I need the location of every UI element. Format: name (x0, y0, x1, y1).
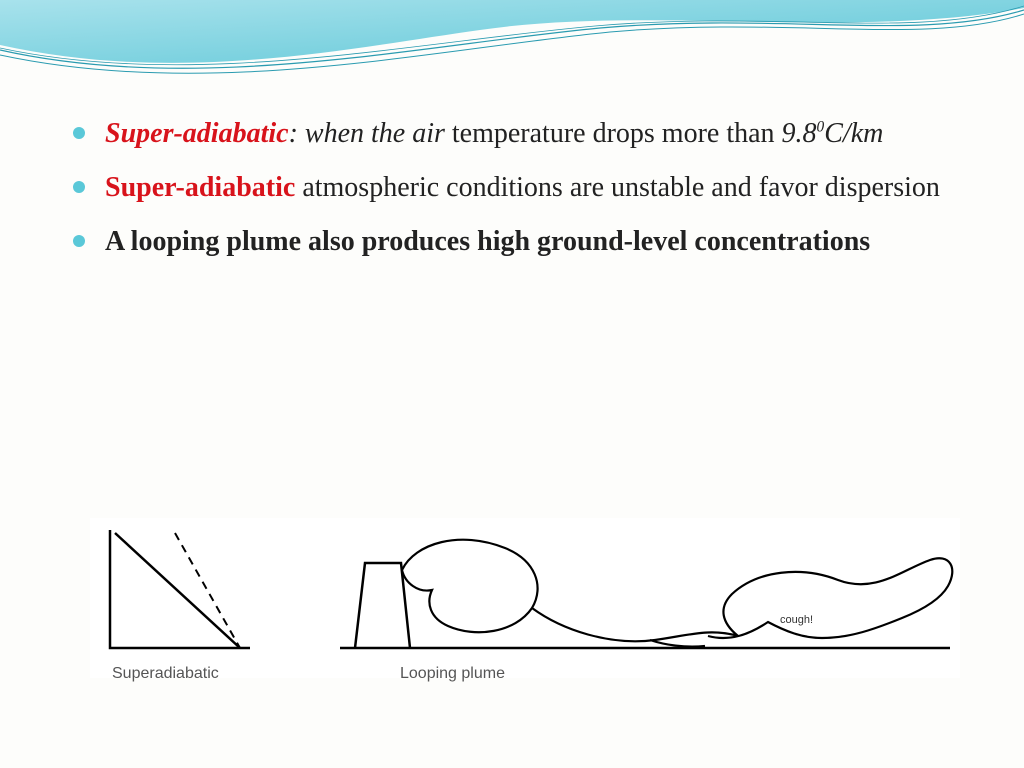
bullet-item-1: Super-adiabatic atmospheric conditions a… (65, 169, 974, 207)
bullet-text-fragment: 9.8 (782, 118, 817, 149)
bullet-text-fragment: A looping plume also produces high groun… (105, 226, 870, 257)
bullet-text-fragment: atmospheric conditions are unstable and … (295, 172, 940, 203)
bullet-list: Super-adiabatic: when the air temperatur… (65, 115, 974, 260)
bullet-text-fragment: temperature drops more than (452, 118, 782, 149)
svg-text:cough!: cough! (780, 614, 813, 626)
bullet-text-fragment: Super-adiabatic (105, 118, 289, 149)
bullet-item-2: A looping plume also produces high groun… (65, 223, 974, 261)
svg-text:Looping plume: Looping plume (400, 665, 505, 682)
diagram: Superadiabatic cough! Looping plume (90, 518, 960, 703)
bullet-text-fragment: C/km (824, 118, 883, 149)
bullet-text-fragment: Super-adiabatic (105, 172, 295, 203)
slide-header-wave (0, 0, 1024, 110)
slide-content: Super-adiabatic: when the air temperatur… (65, 115, 974, 276)
bullet-item-0: Super-adiabatic: when the air temperatur… (65, 115, 974, 153)
bullet-text-fragment: : when the air (289, 118, 452, 149)
svg-text:Superadiabatic: Superadiabatic (112, 665, 219, 682)
